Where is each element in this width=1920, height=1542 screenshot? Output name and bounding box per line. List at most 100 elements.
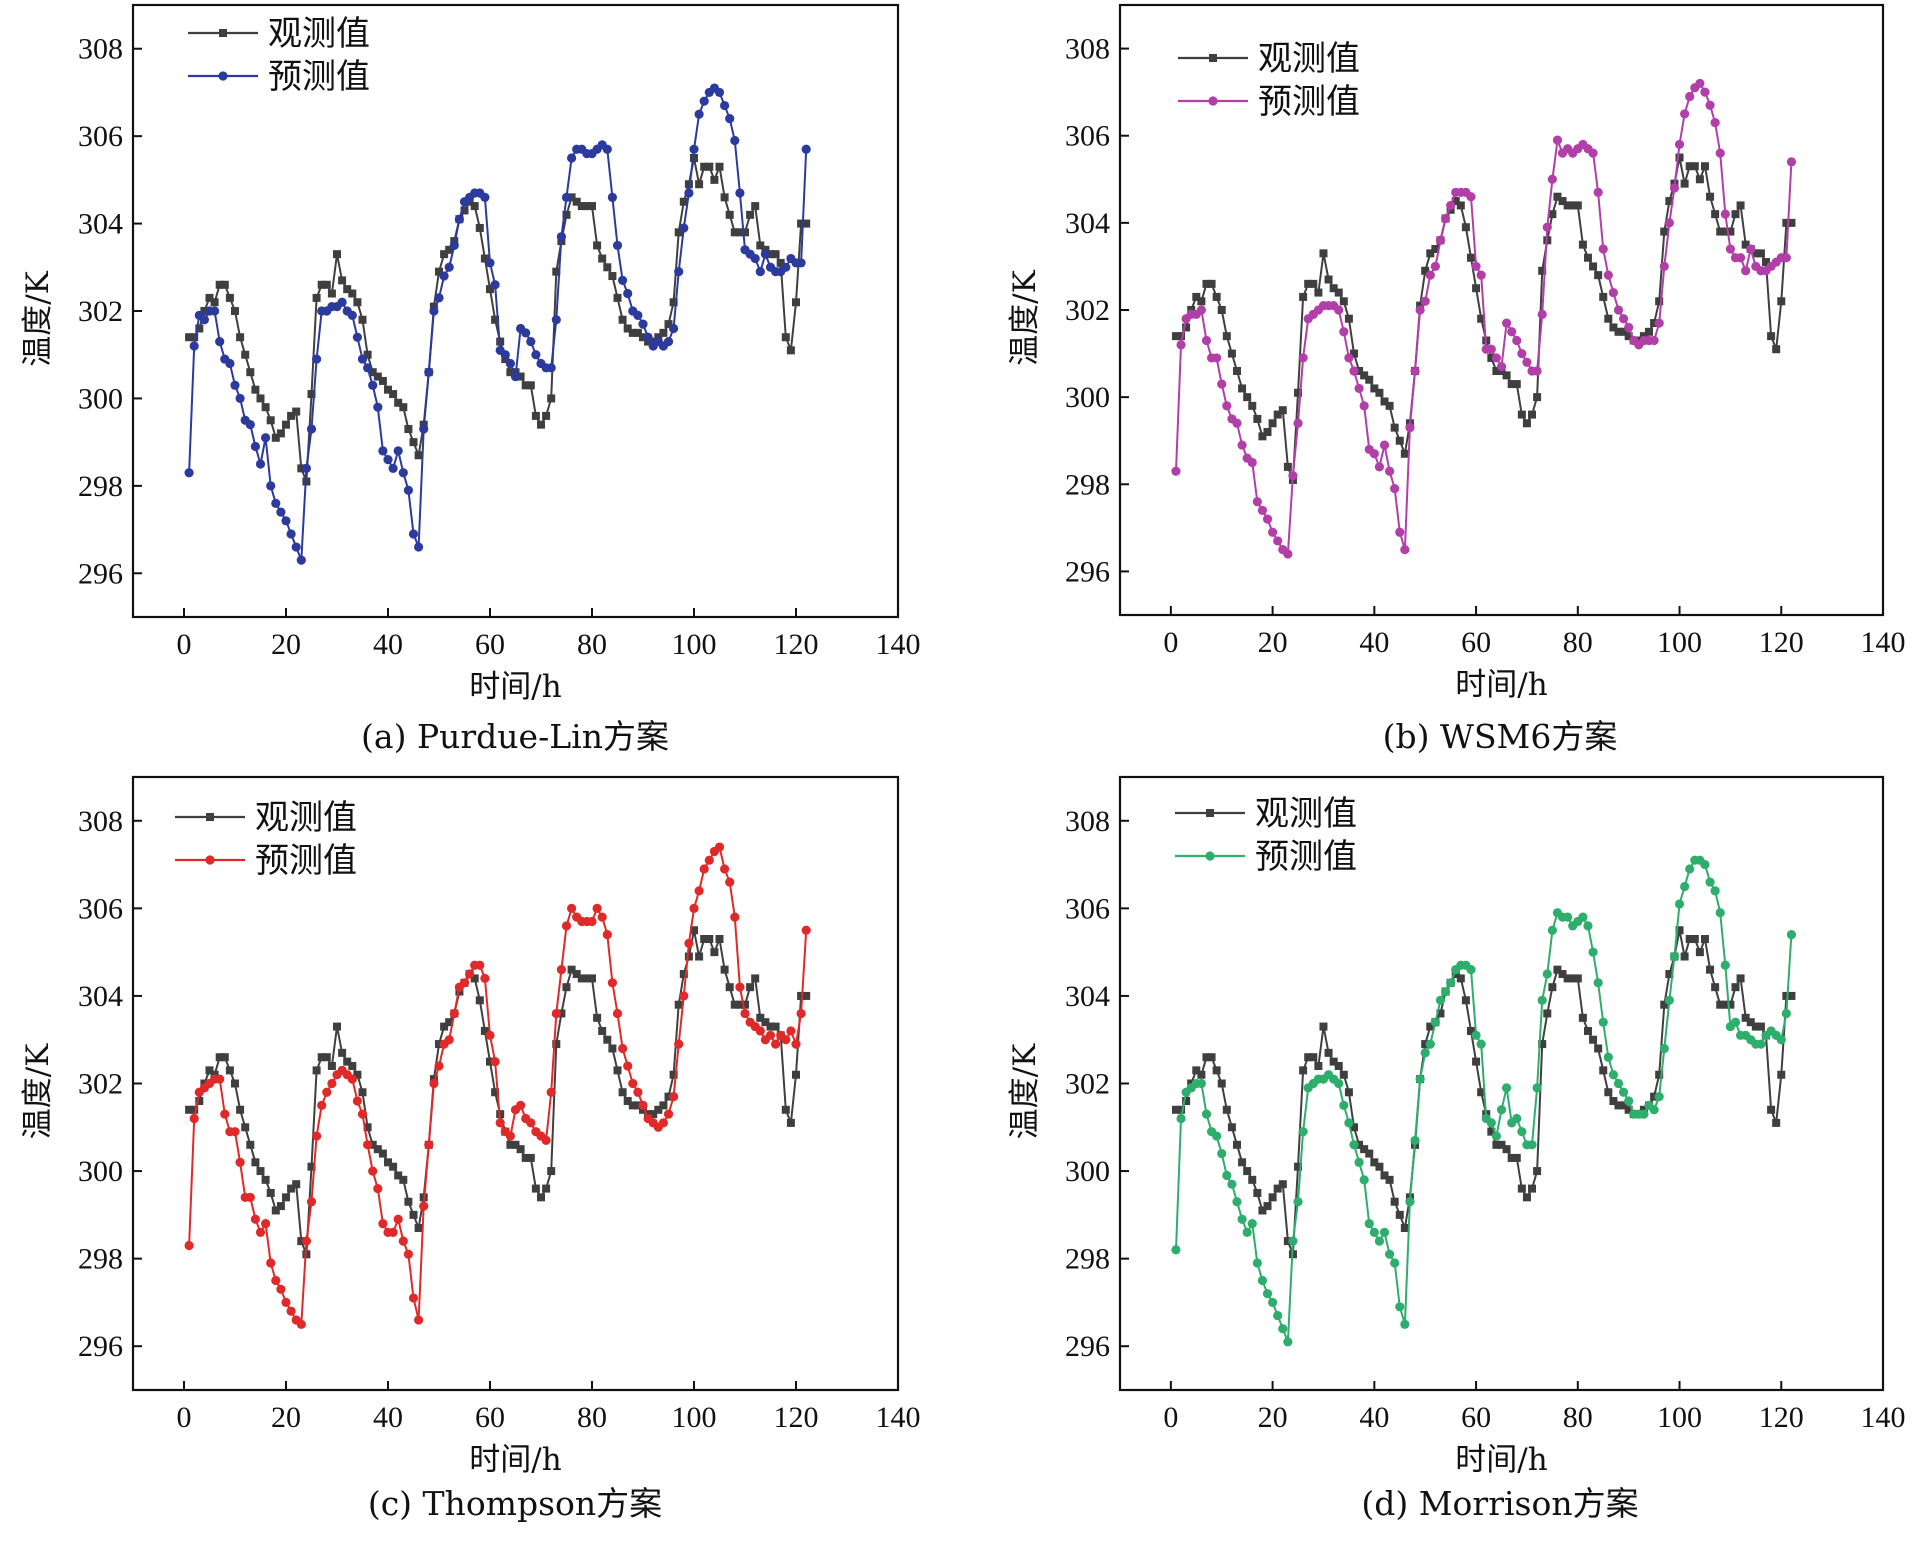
data-point (475, 223, 484, 232)
data-point (251, 385, 260, 394)
panel-d: 0 20 40 60 80 100 120 140 296 298 300 302 304 306 308 时… (1007, 775, 1906, 1523)
data-point (1339, 297, 1348, 306)
data-point (593, 241, 602, 250)
data-point (1664, 995, 1674, 1005)
data-point (720, 965, 729, 974)
data-point (557, 1009, 566, 1018)
data-point (1568, 974, 1577, 983)
data-point (1548, 983, 1557, 992)
data-point (1685, 91, 1695, 102)
data-point (1767, 332, 1776, 341)
data-point (231, 307, 239, 315)
data-point (1543, 1009, 1552, 1018)
x-axis-label: 时间/h (469, 669, 561, 705)
data-point (1558, 197, 1567, 206)
data-point (1746, 1018, 1755, 1027)
data-point (659, 1101, 668, 1110)
data-point (755, 1026, 765, 1036)
data-point (210, 306, 220, 316)
data-point (556, 965, 567, 975)
data-point (1355, 367, 1364, 375)
data-point (699, 96, 709, 106)
data-point (393, 1214, 403, 1224)
data-point (684, 952, 693, 961)
data-point (741, 1000, 749, 1009)
data-point (384, 1158, 392, 1167)
data-point (1436, 1009, 1445, 1018)
data-point (1207, 279, 1216, 288)
data-point (414, 451, 423, 460)
data-point (1248, 401, 1257, 410)
data-point (537, 420, 545, 429)
data-point (1293, 1197, 1303, 1207)
data-point (1619, 1101, 1628, 1110)
data-point (664, 320, 673, 329)
data-point (760, 249, 771, 259)
data-point (612, 1008, 623, 1019)
data-point (618, 1088, 627, 1097)
data-point (389, 390, 398, 399)
data-point (1283, 1237, 1292, 1246)
data-point (679, 197, 688, 206)
data-point (1440, 213, 1451, 224)
data-point (1700, 162, 1709, 171)
data-point (1471, 261, 1481, 272)
data-point (333, 250, 341, 259)
data-point (1410, 366, 1420, 376)
y-tick-label: 306 (78, 892, 123, 925)
data-point (674, 1039, 684, 1049)
x-tick-label: 20 (271, 628, 301, 661)
data-point (235, 393, 245, 404)
data-point (730, 135, 740, 146)
data-point (394, 398, 403, 407)
data-point (1360, 371, 1369, 380)
data-point (526, 1118, 536, 1128)
data-point (750, 253, 760, 264)
data-point (296, 555, 306, 565)
data-point (602, 144, 612, 154)
data-point (1746, 244, 1756, 254)
data-point (1568, 201, 1577, 210)
data-point (1680, 952, 1689, 961)
data-point (572, 970, 581, 979)
data-point (1650, 1092, 1659, 1101)
data-point (674, 1000, 683, 1009)
data-point (236, 1105, 245, 1114)
data-point (1645, 327, 1654, 336)
data-point (506, 1140, 515, 1149)
data-point (343, 1057, 352, 1066)
x-tick-label: 60 (1461, 626, 1491, 659)
y-tick-label: 300 (78, 382, 123, 415)
data-point (1680, 179, 1689, 188)
series-predicted (1171, 855, 1797, 1347)
data-point (444, 262, 454, 272)
x-tick-label: 40 (1359, 1401, 1389, 1434)
data-point (408, 529, 419, 539)
data-point (1430, 1017, 1440, 1027)
data-point (1426, 1022, 1435, 1031)
data-point (230, 1127, 240, 1137)
data-point (1695, 175, 1704, 184)
data-point (546, 363, 556, 373)
data-point (705, 935, 714, 944)
data-point (1446, 978, 1456, 988)
data-point (465, 969, 475, 979)
data-point (531, 411, 540, 420)
data-point (1253, 414, 1262, 423)
data-point (1278, 1324, 1288, 1334)
data-point (1731, 210, 1740, 219)
data-point (1171, 466, 1181, 476)
data-point (1501, 318, 1512, 328)
data-point (1492, 367, 1501, 375)
data-point (1477, 314, 1486, 323)
data-point (1705, 100, 1715, 110)
data-point (1542, 222, 1552, 232)
legend-swatch-marker (1205, 851, 1215, 861)
data-point (1304, 279, 1313, 288)
data-point (715, 935, 724, 944)
data-point (434, 293, 444, 303)
data-point (654, 1105, 663, 1114)
data-point (1375, 388, 1384, 397)
data-point (521, 381, 530, 390)
data-point (1390, 484, 1400, 494)
